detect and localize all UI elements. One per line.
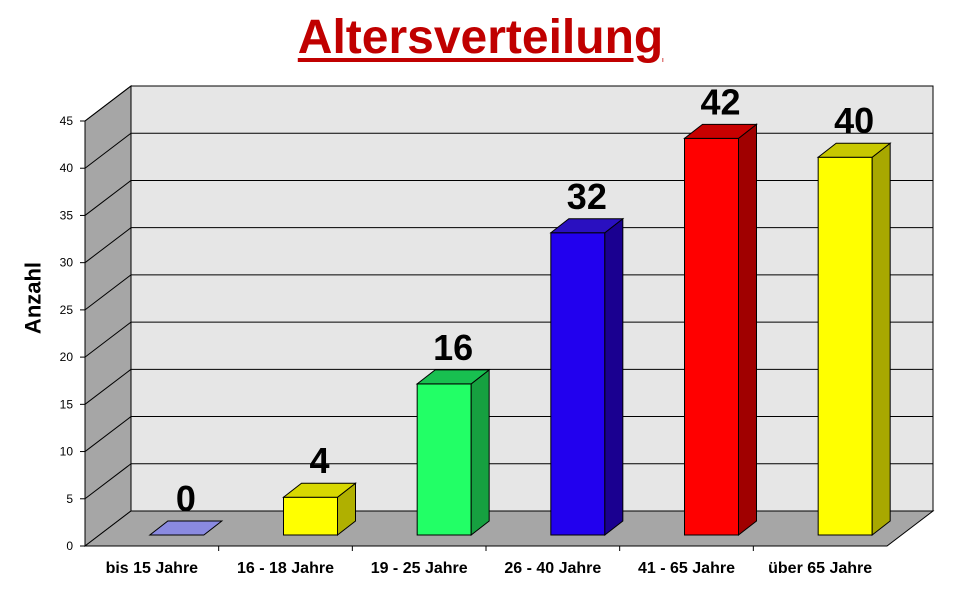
x-tick-label: 16 - 18 Jahre <box>237 560 334 577</box>
bar-top <box>415 369 491 385</box>
y-tick-label: 25 <box>60 303 74 317</box>
bar-front <box>550 232 606 536</box>
y-axis-ticks: 0 5 10 15 20 25 30 35 40 45 <box>60 114 85 553</box>
x-tick-label: 19 - 25 Jahre <box>371 560 468 577</box>
y-tick-label: 10 <box>60 445 74 459</box>
bar-2 <box>415 368 491 537</box>
data-label: 32 <box>567 176 607 217</box>
data-label: 42 <box>700 81 740 122</box>
bar-side <box>738 123 757 537</box>
gridlines <box>84 85 933 500</box>
gridline-side <box>84 321 132 358</box>
data-label: 40 <box>834 100 874 141</box>
gridline-side <box>84 274 132 311</box>
bar-top <box>148 520 224 536</box>
bar-front <box>684 137 739 536</box>
back-wall <box>130 85 934 512</box>
bar-front <box>283 496 338 536</box>
data-label: 4 <box>309 440 329 481</box>
bar-top <box>816 142 892 158</box>
x-tick-label: 41 - 65 Jahre <box>638 560 735 577</box>
data-label: 0 <box>176 478 196 519</box>
bar-top <box>683 123 758 139</box>
bar-5 <box>816 142 892 537</box>
chart-title: Altersverteilung <box>297 11 664 64</box>
x-tick-label: über 65 Jahre <box>768 560 872 577</box>
gridline-side <box>84 416 132 452</box>
side-wall <box>84 84 132 548</box>
bar-0 <box>148 520 224 536</box>
x-tick-label: 26 - 40 Jahre <box>504 560 601 577</box>
y-tick-label: 35 <box>60 208 74 222</box>
bar-top <box>549 218 625 234</box>
y-tick-label: 45 <box>60 114 74 128</box>
y-tick-label: 5 <box>66 492 73 506</box>
y-tick-label: 30 <box>60 256 74 270</box>
y-tick-label: 20 <box>60 350 74 364</box>
bar-3 <box>549 217 625 537</box>
gridline-side <box>84 227 132 264</box>
bar-side <box>604 217 624 537</box>
y-axis-label: Anzahl <box>21 262 46 334</box>
bars: 0 4 16 32 42 40 <box>148 81 892 537</box>
data-label: 16 <box>433 327 473 368</box>
gridline-side <box>84 368 132 405</box>
bar-4 <box>683 123 758 537</box>
bar-side <box>871 142 891 537</box>
gridline-side <box>84 463 132 500</box>
bar-front <box>416 383 472 536</box>
y-tick-label: 40 <box>60 161 74 175</box>
y-tick-label: 0 <box>66 539 73 553</box>
gridline-side <box>84 180 132 216</box>
bar-1 <box>282 482 357 537</box>
gridline-side <box>84 85 132 122</box>
x-tick-label: bis 15 Jahre <box>106 560 199 577</box>
bar-side <box>470 368 490 537</box>
category-labels: bis 15 Jahre 16 - 18 Jahre 19 - 25 Jahre 26… <box>106 546 872 577</box>
bar-front <box>817 156 873 536</box>
y-tick-label: 15 <box>60 397 74 411</box>
bar-top <box>282 482 357 498</box>
gridline-side <box>84 132 132 169</box>
